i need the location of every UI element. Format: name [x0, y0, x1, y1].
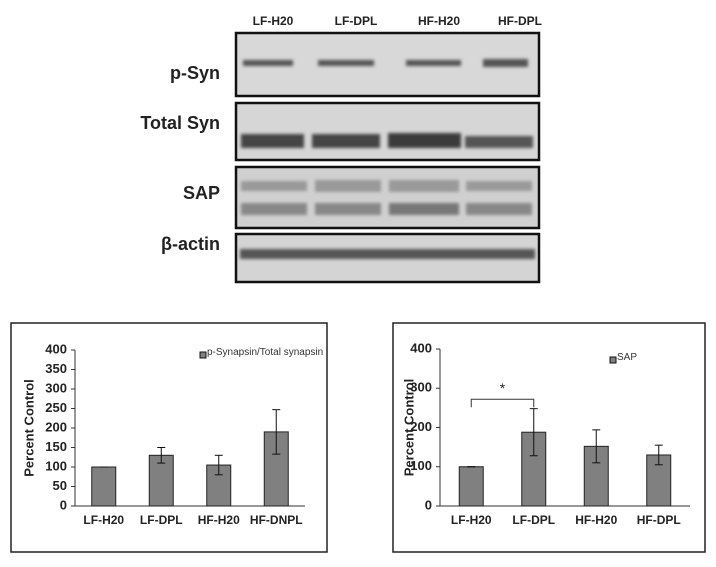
chart-frame — [10, 322, 328, 553]
x-tick-label: HF-DNPL — [250, 513, 303, 527]
y-tick-label: 100 — [410, 458, 432, 473]
legend-swatch — [609, 356, 617, 364]
y-tick-label: 200 — [410, 419, 432, 434]
legend-label: SAP — [617, 352, 638, 363]
y-tick-label: 350 — [45, 361, 67, 376]
error-bar — [214, 454, 223, 476]
legend: p-Synapsin/Total synapsin — [207, 347, 324, 358]
y-axis-label: Percent Control — [21, 379, 36, 477]
row-label: Total Syn — [140, 113, 220, 133]
row-label: SAP — [183, 183, 220, 203]
y-tick-label: 400 — [45, 341, 67, 356]
lane-label: HF-DPL — [498, 14, 542, 28]
y-tick-label: 400 — [410, 340, 432, 355]
x-tick-label: HF-DPL — [637, 513, 681, 527]
y-tick-label: 50 — [53, 478, 67, 493]
x-tick-label: LF-H20 — [451, 513, 492, 527]
y-tick-label: 300 — [410, 380, 432, 395]
bar — [458, 466, 484, 507]
error-bar — [654, 444, 663, 466]
y-tick-label: 0 — [60, 497, 67, 512]
y-tick-label: 0 — [425, 497, 432, 512]
error-bar — [592, 429, 601, 464]
lane-label: HF-H20 — [418, 14, 460, 28]
significance-bracket — [470, 398, 535, 408]
y-axis-label: Percent Control — [401, 379, 416, 477]
x-tick-label: LF-H20 — [83, 513, 124, 527]
x-tick-label: HF-H20 — [198, 513, 240, 527]
x-tick-label: LF-DPL — [140, 513, 183, 527]
bar — [148, 454, 174, 507]
row-label: β-actin — [161, 234, 220, 254]
y-tick-label: 100 — [45, 458, 67, 473]
blot-bands — [240, 59, 535, 259]
bar — [91, 466, 117, 507]
y-tick-label: 250 — [45, 400, 67, 415]
y-tick-label: 300 — [45, 380, 67, 395]
blot — [234, 31, 541, 284]
error-bar — [157, 447, 166, 464]
lane-label: LF-DPL — [335, 14, 378, 28]
error-bar — [529, 408, 538, 457]
y-tick-label: 200 — [45, 419, 67, 434]
legend: SAP — [617, 352, 638, 363]
annotation: * — [500, 380, 506, 396]
legend-swatch — [199, 351, 207, 359]
chart-frame — [392, 322, 706, 553]
legend-label: p-Synapsin/Total synapsin — [207, 347, 324, 358]
x-tick-label: HF-H20 — [575, 513, 617, 527]
lane-label: LF-H20 — [253, 14, 294, 28]
y-tick-label: 150 — [45, 439, 67, 454]
row-label: p-Syn — [170, 63, 220, 83]
error-bar — [272, 409, 281, 455]
x-tick-label: LF-DPL — [512, 513, 555, 527]
